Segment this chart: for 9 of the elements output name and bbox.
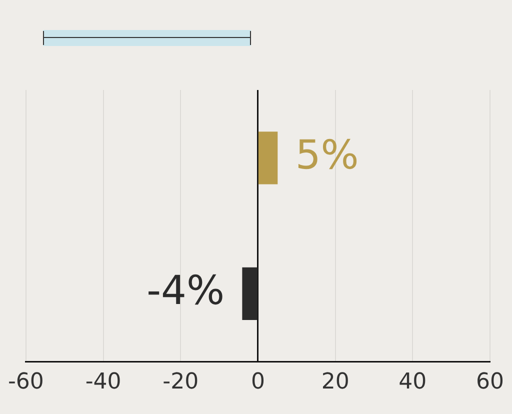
x-tick-label: 40 <box>398 370 427 395</box>
x-tick-label: 20 <box>321 370 350 395</box>
data-label: -4% <box>146 268 225 314</box>
x-tick-label: 0 <box>250 370 265 395</box>
x-tick-label: -40 <box>85 370 122 395</box>
x-tick-label: 60 <box>476 370 504 395</box>
x-tick-label: -20 <box>162 370 199 395</box>
data-label: 5% <box>295 132 359 178</box>
x-tick-label: -60 <box>8 370 44 395</box>
